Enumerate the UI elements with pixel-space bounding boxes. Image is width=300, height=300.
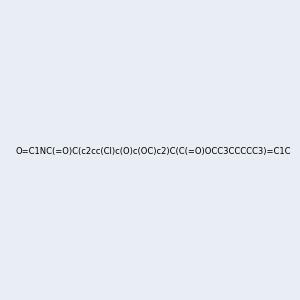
Text: O=C1NC(=O)C(c2cc(Cl)c(O)c(OC)c2)C(C(=O)OCC3CCCCC3)=C1C: O=C1NC(=O)C(c2cc(Cl)c(O)c(OC)c2)C(C(=O)O… xyxy=(16,147,292,156)
